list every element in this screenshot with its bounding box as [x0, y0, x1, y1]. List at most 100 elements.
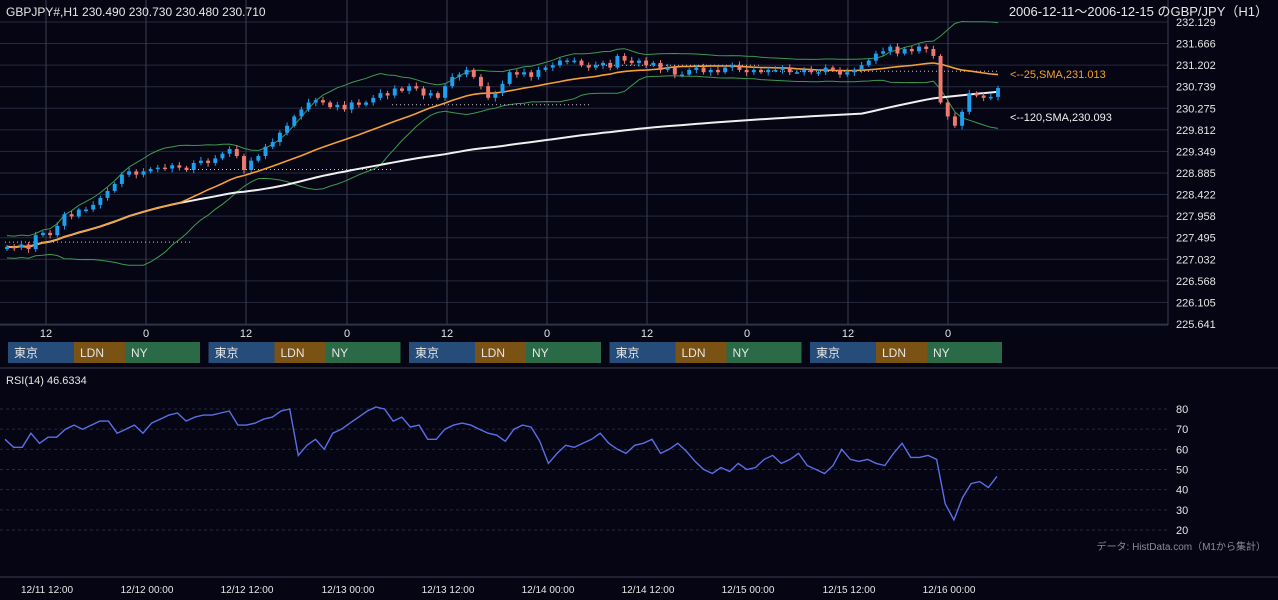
candle-body — [960, 111, 965, 126]
date-tick-label: 12/15 12:00 — [823, 585, 876, 596]
session-newyork-label: NY — [532, 346, 549, 360]
candle-body — [191, 162, 196, 170]
candle-body — [48, 232, 53, 236]
candle-body — [119, 174, 124, 184]
candle-body — [321, 100, 325, 103]
candle-body — [249, 160, 254, 170]
hour-tick-label: 0 — [344, 328, 350, 340]
candle-body — [55, 225, 60, 236]
candle-body — [536, 69, 541, 77]
candle-body — [773, 69, 778, 72]
candle-body — [902, 48, 907, 54]
candle-body — [349, 102, 354, 110]
candle-body — [586, 65, 591, 68]
candle-body — [342, 104, 347, 110]
date-tick-label: 12/13 12:00 — [422, 585, 475, 596]
candle-body — [500, 83, 505, 94]
candle-body — [5, 246, 9, 250]
candle-body — [69, 214, 74, 217]
candle-body — [938, 55, 943, 103]
candle-body — [155, 167, 160, 170]
date-tick-label: 12/14 12:00 — [622, 585, 675, 596]
candle-body — [98, 197, 103, 205]
candle-body — [40, 232, 45, 236]
candle-body — [306, 102, 311, 110]
bollinger-bands — [6, 20, 999, 266]
source-note: データ: HistData.com（M1から集計） — [1097, 540, 1266, 553]
candle-body — [701, 67, 706, 73]
candle-body — [450, 76, 455, 87]
date-tick-label: 12/12 12:00 — [221, 585, 274, 596]
session-london-label: LDN — [882, 346, 906, 360]
candle-body — [242, 156, 246, 170]
price-tick-label: 230.275 — [1176, 103, 1216, 115]
price-tick-label: 231.666 — [1176, 39, 1216, 51]
candle-body — [830, 67, 835, 70]
candle-body — [981, 95, 986, 98]
price-tick-label: 228.885 — [1176, 168, 1216, 180]
candle-body — [105, 190, 110, 198]
candle-body — [385, 93, 390, 96]
session-london-bar — [876, 342, 927, 363]
candle-body — [141, 171, 146, 175]
rsi-tick-label: 40 — [1176, 485, 1188, 497]
session-tokyo-bar — [208, 342, 275, 363]
candle-body — [644, 60, 649, 66]
candle-body — [514, 72, 519, 75]
session-london-label: LDN — [281, 346, 305, 360]
candle-body — [651, 62, 656, 66]
session-newyork-bar — [726, 342, 802, 363]
price-tick-label: 227.032 — [1176, 254, 1216, 266]
session-london-label: LDN — [80, 346, 104, 360]
session-london-bar — [74, 342, 125, 363]
candle-body — [895, 46, 900, 54]
candle-body — [859, 65, 864, 70]
rsi-tick-label: 20 — [1176, 525, 1188, 537]
price-tick-label: 228.422 — [1176, 190, 1216, 202]
candle-body — [112, 183, 117, 191]
price-tick-label: 227.958 — [1176, 211, 1216, 223]
candle-body — [148, 169, 153, 172]
session-tokyo-label: 東京 — [616, 346, 640, 360]
candle-body — [866, 60, 871, 66]
candle-body — [672, 67, 677, 75]
candle-body — [780, 67, 785, 70]
sma120-label: <--120,SMA,230.093 — [1010, 112, 1112, 124]
candle-body — [694, 67, 699, 70]
candle-body — [838, 69, 842, 75]
rsi-tick-label: 50 — [1176, 465, 1188, 477]
candle-body — [680, 74, 684, 77]
candle-body — [428, 93, 433, 96]
candle-body — [787, 67, 792, 73]
rsi-tick-label: 70 — [1176, 424, 1188, 436]
candle-body — [227, 149, 232, 154]
date-tick-label: 12/14 00:00 — [522, 585, 575, 596]
candle-body — [33, 235, 38, 250]
candle-body — [708, 69, 713, 73]
sma120-line — [6, 90, 999, 249]
candle-body — [572, 60, 577, 63]
candle-body — [407, 86, 412, 91]
candle-body — [601, 62, 606, 66]
candle-body — [198, 160, 203, 163]
date-axis: 12/11 12:00 12/12 00:00 12/12 12:00 12/13 0… — [21, 585, 976, 596]
candle-body — [127, 171, 132, 175]
candle-body — [471, 69, 476, 77]
candle-body — [76, 209, 81, 217]
candle-body — [414, 86, 419, 89]
candle-body — [565, 60, 570, 63]
session-tokyo-label: 東京 — [816, 346, 840, 360]
candle-body — [507, 72, 512, 84]
candle-body — [184, 167, 189, 170]
rsi-label: RSI(14) 46.6334 — [6, 375, 87, 387]
date-tick-label: 12/16 00:00 — [923, 585, 976, 596]
candle-body — [378, 93, 383, 98]
price-tick-label: 227.495 — [1176, 233, 1216, 245]
candle-body — [26, 244, 31, 250]
candle-body — [974, 93, 979, 96]
date-tick-label: 12/15 00:00 — [722, 585, 775, 596]
candle-body — [313, 100, 318, 103]
candle-body — [134, 171, 139, 175]
session-newyork-bar — [526, 342, 601, 363]
candle-body — [766, 69, 771, 73]
